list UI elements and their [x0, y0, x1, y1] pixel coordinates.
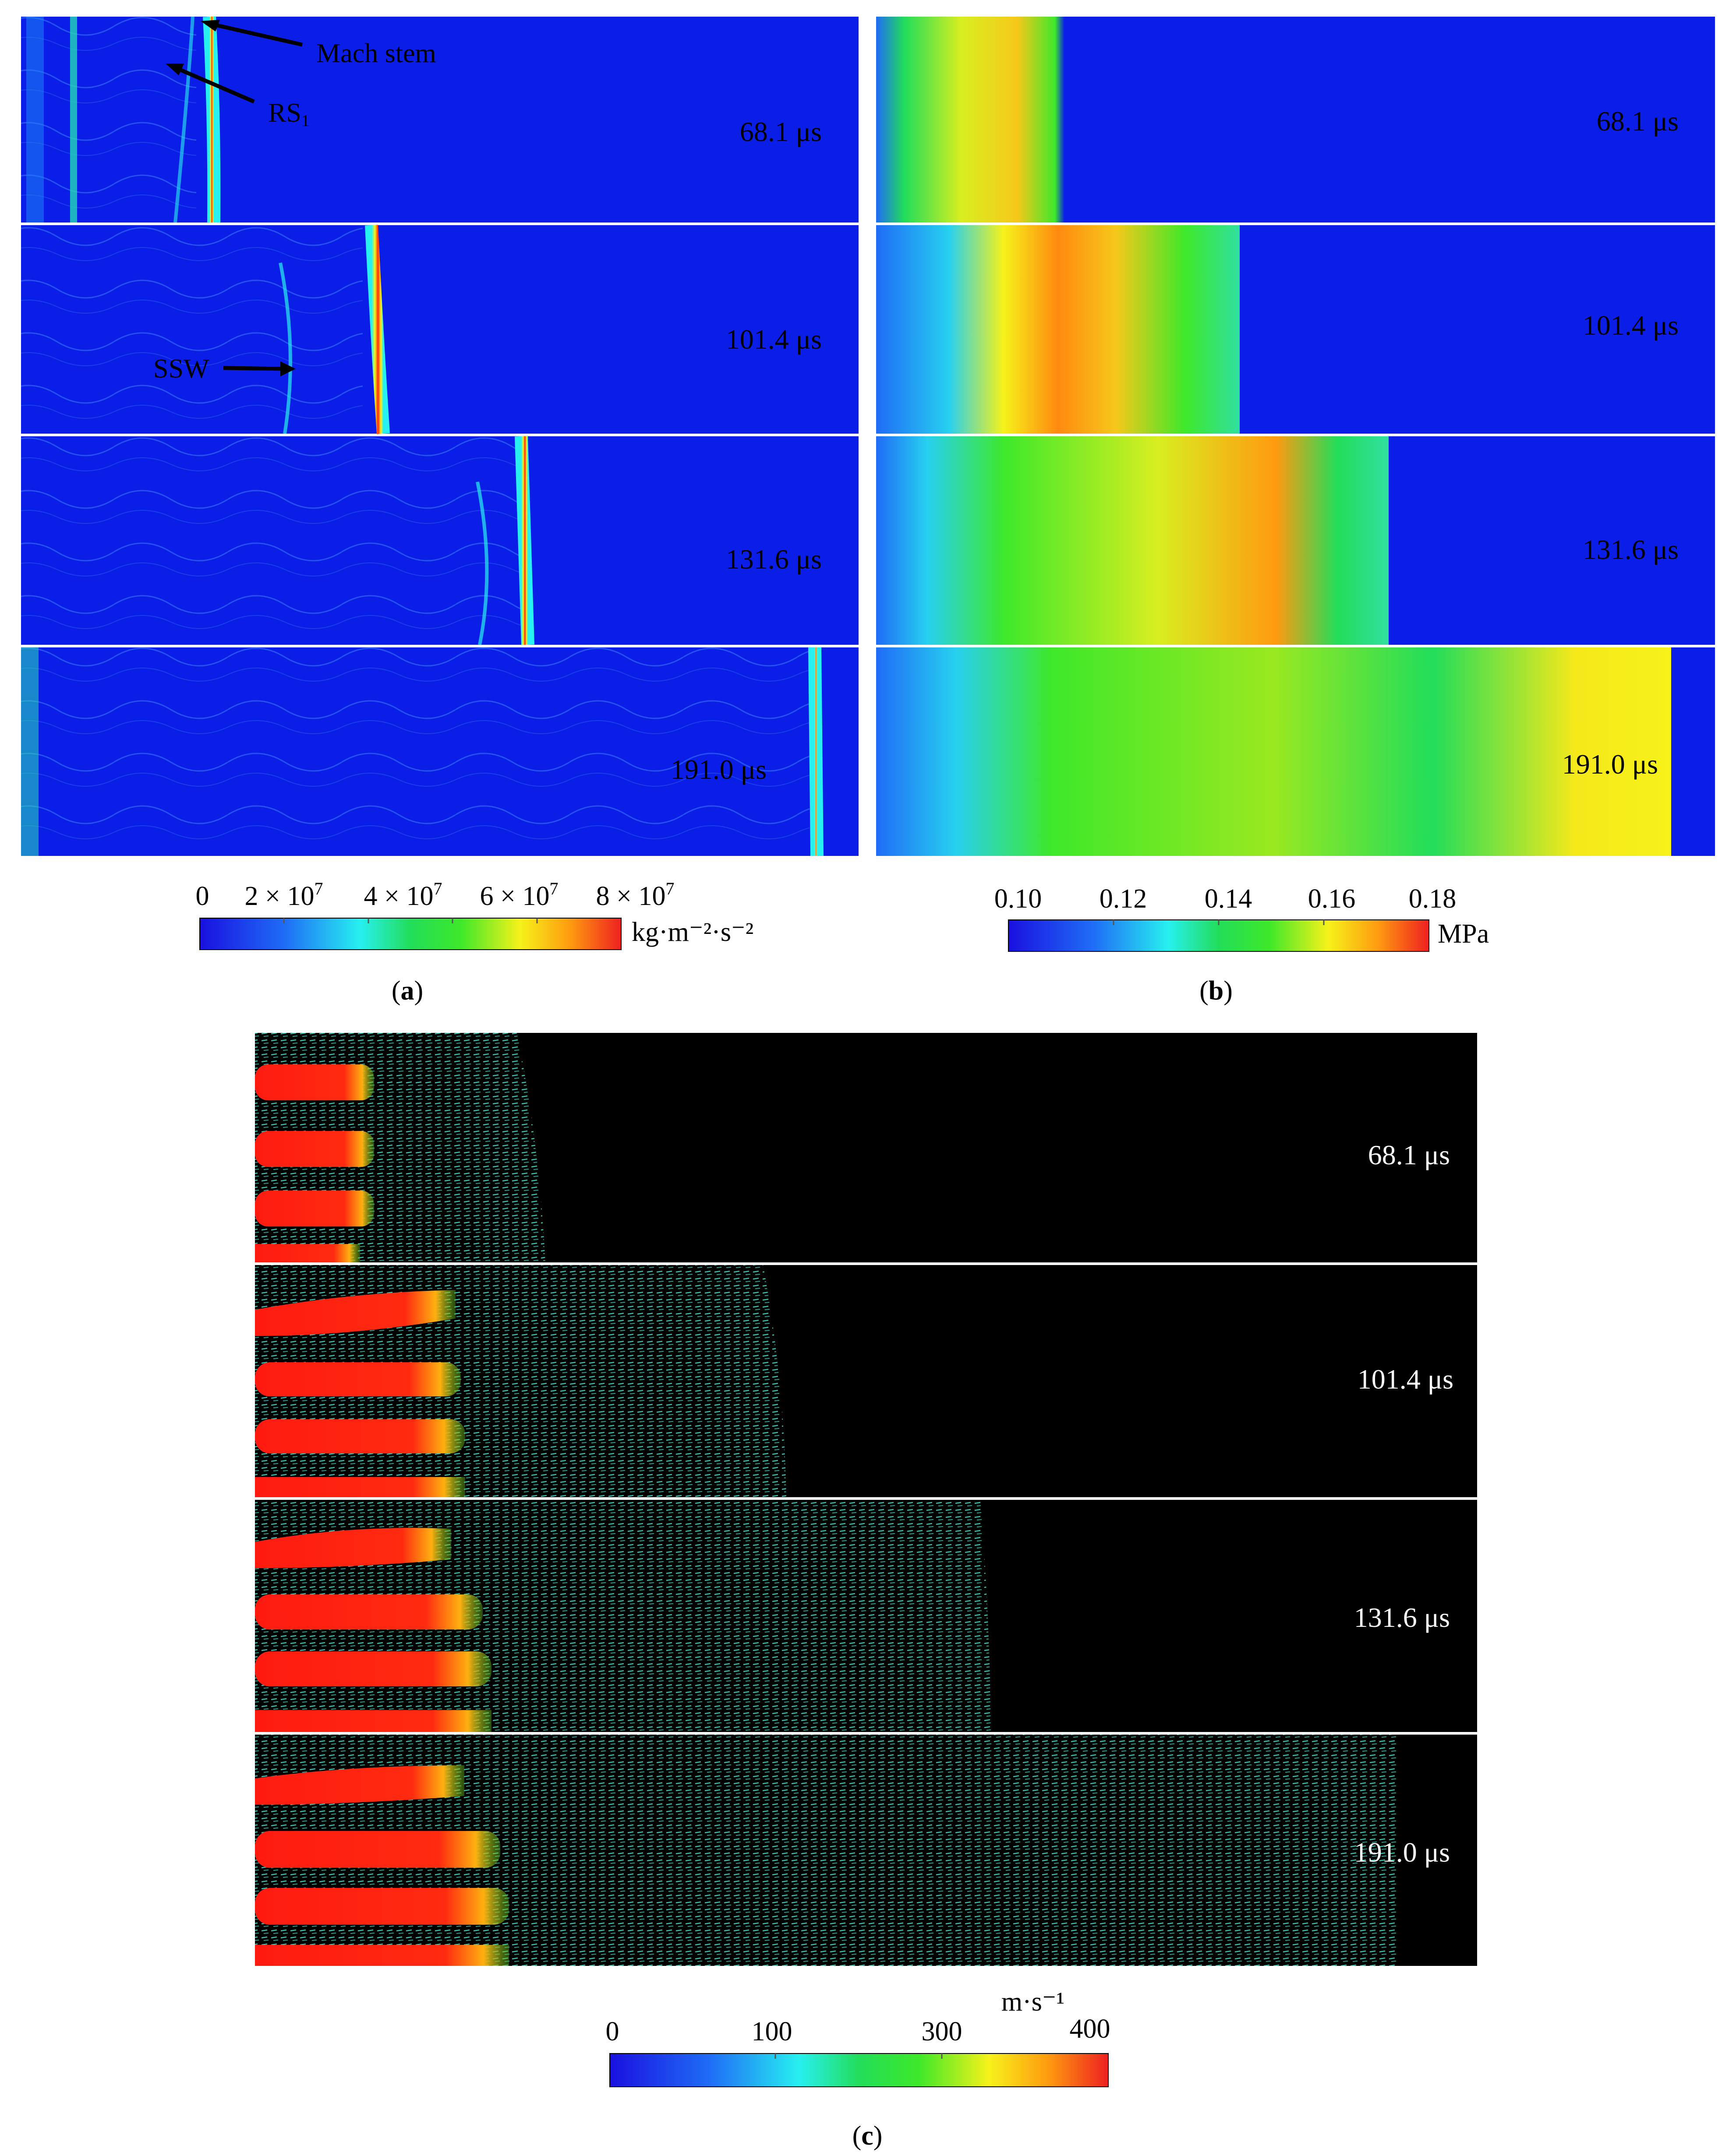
time-label-c-4: 191.0 μs	[1354, 1837, 1450, 1868]
panel-c: 68.1 μs 101.4 μs 131.6 μs 191.0 μs	[255, 1033, 1477, 1966]
colorbar-b-tick-3: 0.16	[1308, 884, 1356, 914]
caption-a: (a)	[392, 976, 423, 1006]
time-label-c-3: 131.6 μs	[1354, 1602, 1450, 1633]
panel-b-frame-1	[876, 17, 1715, 223]
annotation-rs: RS1	[268, 98, 310, 130]
panel-c-frame-1	[255, 1033, 1477, 1262]
caption-b: (b)	[1199, 976, 1233, 1006]
panel-b-frame-2	[876, 225, 1715, 434]
time-label-a-2: 101.4 μs	[726, 324, 822, 355]
time-label-a-1: 68.1 μs	[740, 116, 822, 147]
annotation-ssw: SSW	[153, 354, 209, 384]
colorbar-a-tick-3: 6 × 107	[480, 879, 559, 911]
panel-c-frame-2	[255, 1265, 1477, 1497]
panel-b-frame-4	[876, 647, 1715, 856]
time-label-a-3: 131.6 μs	[726, 544, 822, 575]
colorbar-c-unit: m·s⁻¹	[1001, 1987, 1064, 2017]
panel-a-frame-3	[21, 436, 859, 645]
caption-c: (c)	[852, 2121, 883, 2151]
panel-a-frame-4	[21, 647, 859, 856]
time-label-a-4: 191.0 μs	[671, 754, 767, 785]
time-label-b-3: 131.6 μs	[1583, 534, 1679, 565]
colorbar-c-tick-2: 300	[922, 2017, 962, 2046]
time-label-c-1: 68.1 μs	[1368, 1139, 1450, 1170]
colorbar-a-unit: kg·m⁻²·s⁻²	[632, 917, 753, 947]
panel-c-frame-3	[255, 1500, 1477, 1732]
panel-c-frame-4	[255, 1735, 1477, 1966]
panel-a-frame-1	[21, 16, 859, 223]
panel-a-frame-2	[21, 225, 859, 434]
panel-b: 68.1 μs 101.4 μs 131.6 μs 191.0 μs	[876, 17, 1715, 856]
annotation-arrows	[166, 20, 303, 376]
colorbar-a-tick-4: 8 × 107	[596, 879, 675, 911]
time-label-c-2: 101.4 μs	[1358, 1364, 1453, 1395]
colorbar-a-tick-1: 2 × 107	[245, 879, 323, 911]
time-label-b-2: 101.4 μs	[1583, 310, 1679, 341]
colorbar-c-tick-1: 100	[752, 2017, 792, 2046]
colorbar-c-tick-0: 0	[606, 2017, 619, 2046]
colorbar-b-unit: MPa	[1438, 919, 1489, 949]
time-label-b-1: 68.1 μs	[1597, 106, 1679, 137]
panel-a: Mach stem RS1 SSW 68.1 μs 101.4 μs 131.6…	[21, 16, 859, 856]
colorbar-b-tick-2: 0.14	[1205, 884, 1252, 914]
colorbar-b-tick-0: 0.10	[994, 884, 1042, 914]
colorbar-b-tick-4: 0.18	[1409, 884, 1457, 914]
colorbar-b: 0.10 0.12 0.14 0.16 0.18 MPa	[994, 884, 1489, 952]
colorbar-a-tick-2: 4 × 107	[364, 879, 442, 911]
colorbar-c: 0 100 300 400 m·s⁻¹	[606, 1987, 1110, 2087]
panel-b-frame-3	[876, 436, 1715, 645]
annotation-mach-stem: Mach stem	[316, 39, 436, 68]
colorbar-a-tick-0: 0	[196, 881, 209, 911]
time-label-b-4: 191.0 μs	[1562, 749, 1658, 780]
colorbar-c-tick-3: 400	[1070, 2014, 1110, 2044]
colorbar-a: 0 2 × 107 4 × 107 6 × 107 8 × 107 kg·m⁻²…	[196, 879, 753, 950]
colorbar-b-tick-1: 0.12	[1100, 884, 1147, 914]
